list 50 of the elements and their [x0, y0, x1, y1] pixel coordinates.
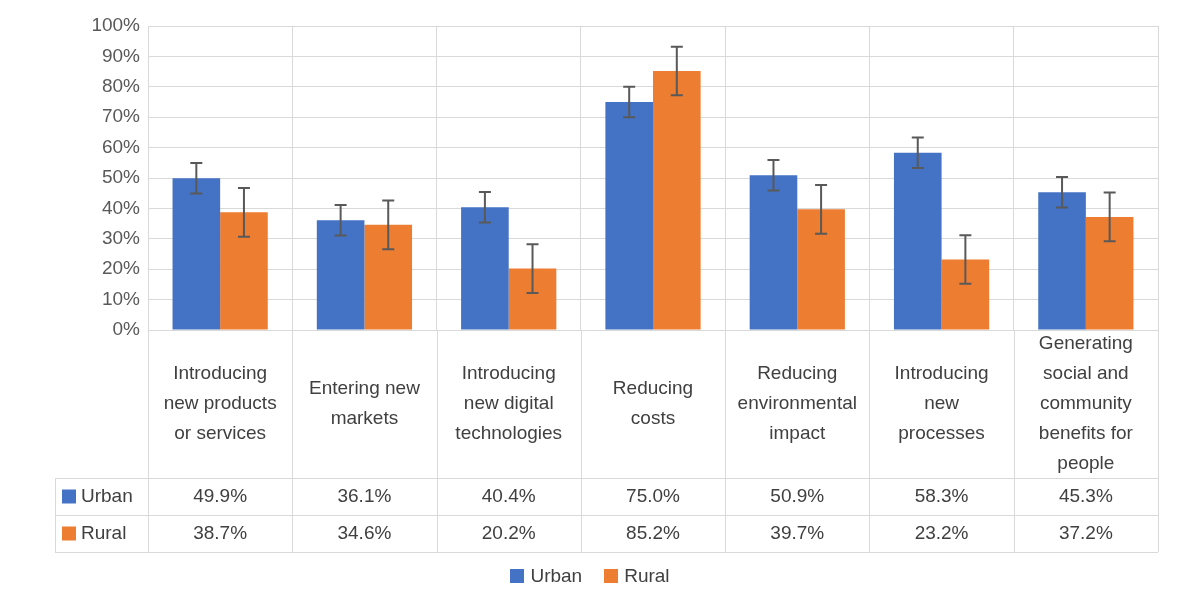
x-tick-label: Introducing new products or services	[163, 362, 277, 444]
bar	[797, 209, 845, 330]
data-label: 49.9%	[193, 484, 248, 506]
data-label: 85.2%	[626, 521, 681, 543]
y-tick-label: 30%	[101, 227, 141, 249]
text: Urban	[530, 565, 583, 586]
y-tick-label: 10%	[101, 287, 141, 309]
data-label: 38.7%	[193, 521, 248, 543]
x-tick-label: Generating social and community benefits for people	[1038, 332, 1134, 474]
data-label: 36.1%	[337, 484, 392, 506]
data-label: 37.2%	[1058, 521, 1113, 543]
bar	[941, 259, 990, 330]
x-tick-label: Reducing environmental impact	[737, 362, 857, 444]
y-tick-label: 100%	[91, 14, 141, 36]
x-tick-label: Entering new markets	[308, 377, 421, 429]
bar	[364, 224, 413, 330]
bar	[893, 152, 942, 330]
bar	[316, 220, 365, 330]
bar	[749, 175, 798, 330]
data-label: 50.9%	[770, 484, 825, 506]
data-label: 75.0%	[626, 484, 681, 506]
data-label: 39.7%	[770, 521, 825, 543]
y-tick-label: 80%	[101, 75, 141, 97]
y-tick-label: 60%	[101, 135, 141, 157]
x-tick-label: Reducing costs	[612, 377, 694, 429]
bar	[653, 70, 701, 330]
bar	[461, 207, 509, 330]
x-tick-label: Introducing new digital technologies	[455, 362, 563, 444]
data-label: 45.3%	[1058, 484, 1113, 506]
bar	[172, 178, 221, 330]
data-label: 23.2%	[914, 521, 969, 543]
data-label: 20.2%	[481, 521, 536, 543]
y-tick-label: 50%	[101, 166, 141, 188]
data-label: 40.4%	[481, 484, 536, 506]
bar	[220, 212, 268, 330]
y-tick-label: 90%	[101, 44, 141, 66]
y-tick-label: 0%	[112, 318, 141, 340]
y-tick-label: 20%	[101, 257, 141, 279]
bar	[605, 102, 653, 330]
bar	[1085, 216, 1134, 330]
bar	[1038, 192, 1086, 330]
bar	[508, 268, 557, 330]
y-tick-label: 40%	[101, 196, 141, 218]
y-tick-label: 70%	[101, 105, 141, 127]
legend-label: Rural	[81, 521, 127, 543]
x-tick-label: Introducing new processes	[894, 362, 989, 444]
text: Rural	[624, 565, 670, 586]
legend-label: Urban	[81, 484, 133, 506]
data-label: 34.6%	[337, 521, 392, 543]
data-label: 58.3%	[914, 484, 969, 506]
